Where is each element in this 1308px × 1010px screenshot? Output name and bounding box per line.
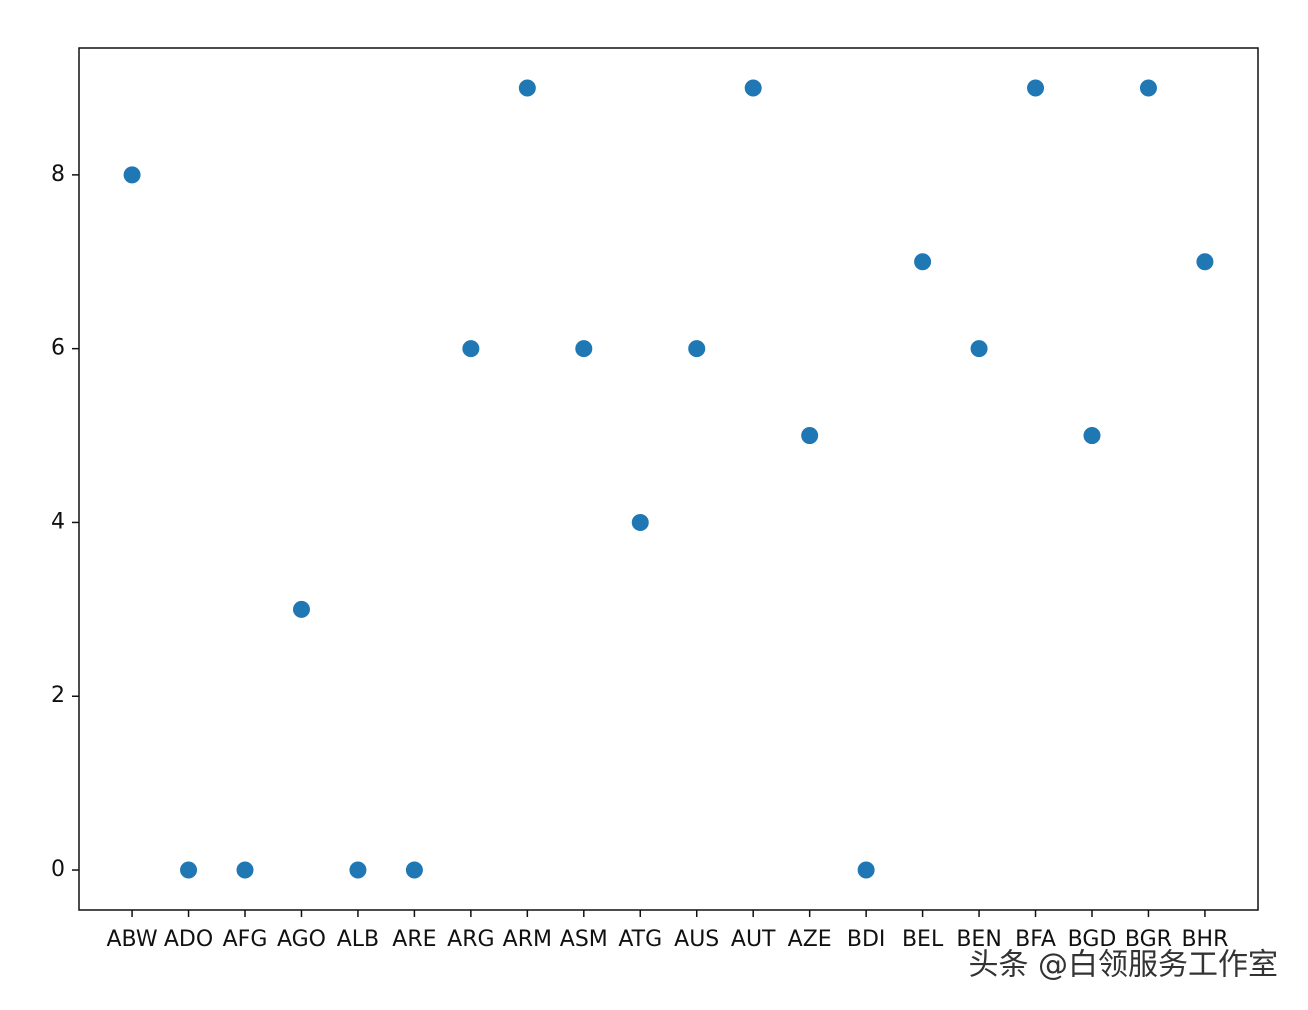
y-tick-label: 6 xyxy=(51,336,65,361)
point xyxy=(291,599,311,619)
y-tick-label: 0 xyxy=(51,857,65,882)
point xyxy=(1026,78,1046,98)
point xyxy=(687,339,707,359)
y-tick-label: 8 xyxy=(51,162,65,187)
point xyxy=(1195,252,1215,272)
point xyxy=(1082,426,1102,446)
x-tick-label: ABW xyxy=(107,927,158,952)
x-tick-label: BDI xyxy=(847,927,886,952)
point xyxy=(574,339,594,359)
point xyxy=(517,78,537,98)
point xyxy=(461,339,481,359)
point xyxy=(969,339,989,359)
x-tick-label: ASM xyxy=(560,927,608,952)
point xyxy=(179,860,199,880)
x-tick-label: AZE xyxy=(788,927,832,952)
y-tick-label: 2 xyxy=(51,683,65,708)
x-tick-label: ARG xyxy=(447,927,494,952)
point xyxy=(122,165,142,185)
x-tick-label: BEL xyxy=(902,927,944,952)
x-tick-label: ADO xyxy=(164,927,213,952)
x-tick-label: AGO xyxy=(277,927,326,952)
point xyxy=(1138,78,1158,98)
x-tick-label: BGR xyxy=(1125,927,1172,952)
x-tick-label: BEN xyxy=(956,927,1001,952)
plot-frame xyxy=(78,47,1259,911)
x-tick-label: BGD xyxy=(1068,927,1117,952)
point xyxy=(630,512,650,532)
point xyxy=(348,860,368,880)
x-tick-label: AUT xyxy=(731,927,776,952)
point xyxy=(743,78,763,98)
x-tick-label: BFA xyxy=(1015,927,1056,952)
watermark: 头条 @白领服务工作室 xyxy=(968,948,1278,983)
point xyxy=(404,860,424,880)
point xyxy=(856,860,876,880)
y-tick-label: 4 xyxy=(51,509,65,534)
x-tick-label: ARE xyxy=(392,927,436,952)
x-tick-label: ATG xyxy=(618,927,662,952)
point xyxy=(800,426,820,446)
x-tick-label: AUS xyxy=(674,927,719,952)
x-tick-label: ALB xyxy=(337,927,379,952)
point xyxy=(913,252,933,272)
x-tick-label: AFG xyxy=(223,927,268,952)
x-tick-label: BHR xyxy=(1181,927,1228,952)
point xyxy=(235,860,255,880)
x-tick-label: ARM xyxy=(503,927,552,952)
